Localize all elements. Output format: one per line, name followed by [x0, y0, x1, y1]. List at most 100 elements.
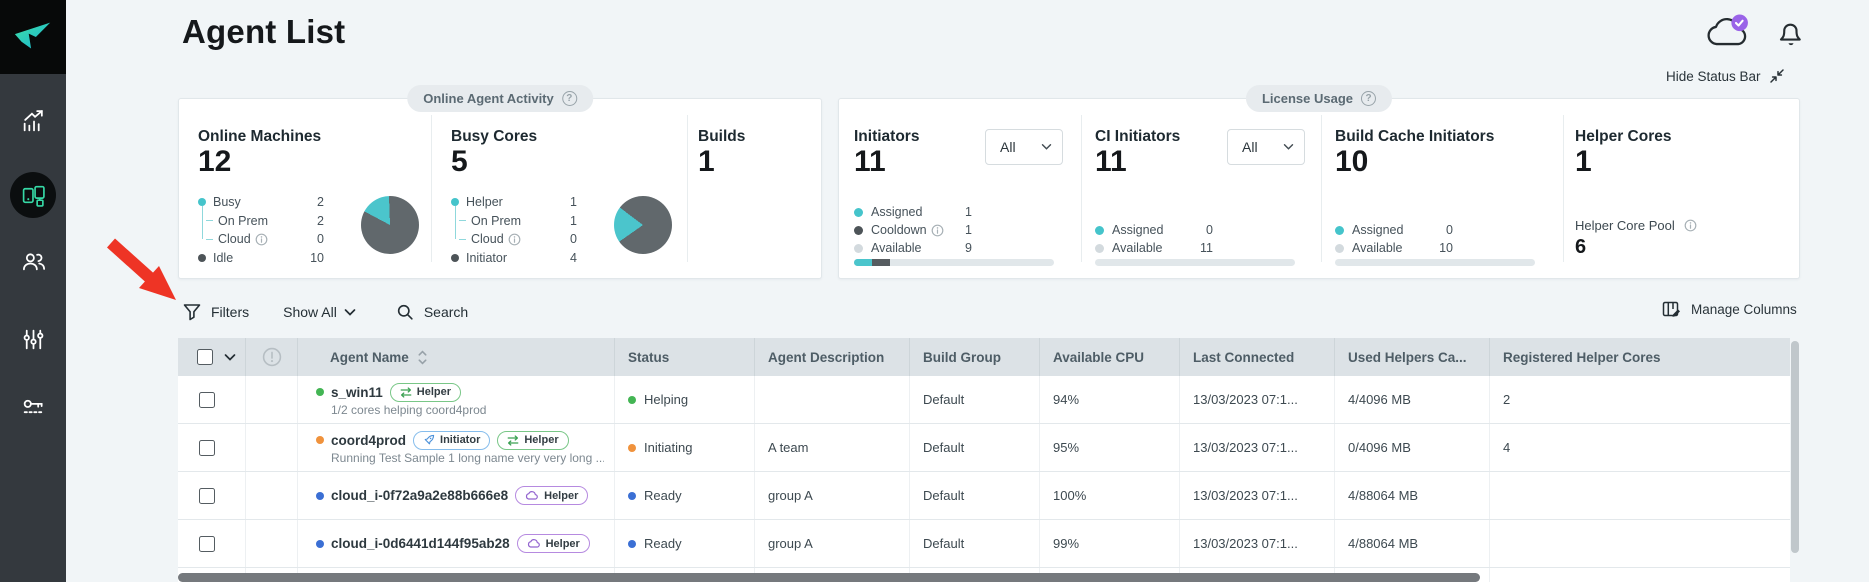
rocket-icon — [424, 434, 435, 445]
initiators-filter-select[interactable]: All — [985, 129, 1063, 165]
online-machines-value: 12 — [198, 145, 232, 178]
agent-name: cloud_i-0d6441d144f95ab28 — [331, 536, 510, 551]
legend-row-initiator: Initiator 4 — [451, 249, 577, 268]
filter-funnel-icon — [183, 304, 201, 321]
search-input[interactable]: Search — [396, 303, 468, 322]
header-alerts — [246, 338, 298, 376]
status-dot — [628, 443, 636, 452]
header-agent-name[interactable]: Agent Name — [298, 338, 615, 376]
header-used-helpers[interactable]: Used Helpers Ca... — [1335, 338, 1490, 376]
brand-logo-icon — [14, 22, 51, 49]
info-icon[interactable] — [931, 224, 944, 237]
dark-dot — [451, 253, 459, 262]
legend-tick — [206, 220, 213, 222]
helper-core-pool-value: 6 — [1575, 236, 1587, 258]
legend-row-on-prem: On Prem 2 — [198, 212, 324, 231]
helper-cores-value: 1 — [1575, 145, 1592, 178]
chevron-down-icon — [344, 308, 356, 316]
row-alert-cell — [246, 472, 298, 519]
notifications-button[interactable] — [1776, 16, 1806, 53]
agent-subtitle: 1/2 cores helping coord4prod — [331, 402, 487, 417]
available-cpu-cell: 95% — [1040, 424, 1180, 471]
sidebar-item-dashboard[interactable] — [0, 109, 66, 134]
show-all-dropdown[interactable]: Show All — [283, 304, 356, 320]
exchange-icon — [400, 386, 412, 398]
header-status[interactable]: Status — [615, 338, 755, 376]
legend-row-assigned: Assigned 1 — [854, 203, 972, 221]
header-last-connected[interactable]: Last Connected — [1180, 338, 1335, 376]
vertical-scrollbar-thumb[interactable] — [1791, 341, 1799, 553]
info-icon[interactable] — [255, 233, 268, 246]
table-toolbar: Filters Show All Search — [182, 298, 468, 326]
available-cpu-cell: 100% — [1040, 472, 1180, 519]
help-icon[interactable]: ? — [561, 91, 577, 106]
agent-name: cloud_i-0f72a9a2e88b666e8 — [331, 488, 509, 503]
legend-row-busy: Busy 2 — [198, 193, 324, 212]
card-divider — [431, 115, 432, 262]
light-dot — [854, 243, 863, 253]
sort-icon[interactable] — [417, 349, 428, 365]
row-checkbox[interactable] — [199, 439, 215, 456]
description-cell: group A — [755, 520, 910, 567]
busy-cores-pie-chart — [614, 196, 672, 254]
users-icon — [22, 253, 45, 271]
hide-status-bar-button[interactable]: Hide Status Bar — [1666, 68, 1785, 84]
busy-cores-legend: Helper 1 On Prem 1 Cloud 0 Initiator 4 — [451, 193, 577, 267]
initiator-badge: Initiator — [413, 430, 491, 450]
ci-initiators-title: CI Initiators — [1095, 128, 1181, 145]
online-agent-activity-label: Online Agent Activity — [423, 91, 554, 106]
select-all-checkbox[interactable] — [197, 349, 213, 365]
status-cell: Ready — [615, 472, 755, 519]
agent-status-dot — [316, 539, 324, 548]
license-usage-pill: License Usage ? — [1245, 85, 1393, 112]
cloud-status-button[interactable] — [1704, 13, 1750, 56]
manage-columns-button[interactable]: Manage Columns — [1662, 300, 1797, 319]
info-icon[interactable] — [508, 233, 521, 246]
agent-name-cell: coord4prod Initiator Helper Running Test… — [298, 424, 615, 471]
ci-initiators-value: 11 — [1095, 145, 1127, 178]
header-registered-cores[interactable]: Registered Helper Cores — [1503, 349, 1661, 365]
row-checkbox[interactable] — [199, 487, 215, 504]
header-description[interactable]: Agent Description — [755, 338, 910, 376]
build-group-cell: Default — [910, 520, 1040, 567]
alert-circle-icon — [262, 347, 281, 367]
header-build-group[interactable]: Build Group — [910, 338, 1040, 376]
sidebar-item-license[interactable] — [0, 395, 66, 420]
search-icon — [397, 304, 413, 320]
key-icon — [23, 399, 43, 414]
table-row[interactable]: cloud_i-0f72a9a2e88b666e8 Helper Ready g… — [178, 472, 1790, 520]
filters-button[interactable]: Filters — [182, 302, 249, 322]
horizontal-scrollbar-thumb[interactable] — [178, 573, 1480, 582]
help-icon[interactable]: ? — [1361, 91, 1377, 106]
light-dot — [1335, 243, 1344, 253]
status-cell: Helping — [615, 376, 755, 423]
app-logo[interactable] — [0, 0, 66, 74]
sidebar-item-agents-selected[interactable] — [10, 172, 56, 218]
chevron-down-icon — [1283, 144, 1294, 150]
chevron-down-icon[interactable] — [224, 353, 236, 362]
sidebar-item-users[interactable] — [0, 249, 66, 274]
cloud-icon — [526, 491, 538, 500]
legend-row-available: Available 10 — [1335, 239, 1453, 257]
table-row[interactable]: coord4prod Initiator Helper Running Test… — [178, 424, 1790, 472]
last-connected-cell: 13/03/2023 07:1... — [1180, 424, 1335, 471]
row-alert-cell — [246, 376, 298, 423]
row-alert-cell — [246, 520, 298, 567]
agent-status-dot — [316, 491, 324, 500]
online-agent-activity-pill: Online Agent Activity ? — [407, 85, 593, 112]
hide-status-bar-label: Hide Status Bar — [1666, 68, 1761, 84]
row-checkbox[interactable] — [199, 535, 215, 552]
used-helpers-cell: 4/88064 MB — [1335, 520, 1490, 567]
header-available-cpu[interactable]: Available CPU — [1040, 338, 1180, 376]
info-icon[interactable] — [1684, 219, 1697, 232]
initiators-usage-bar — [854, 259, 1054, 266]
builds-value: 1 — [698, 145, 715, 178]
row-checkbox[interactable] — [199, 391, 215, 408]
sliders-icon — [23, 329, 43, 350]
table-row[interactable]: cloud_i-0d6441d144f95ab28 Helper Ready g… — [178, 520, 1790, 568]
table-row[interactable]: s_win11 Helper 1/2 cores helping coord4p… — [178, 376, 1790, 424]
legend-row-assigned: Assigned 0 — [1095, 221, 1213, 239]
ci-initiators-filter-select[interactable]: All — [1227, 129, 1305, 165]
sidebar-item-settings[interactable] — [0, 327, 66, 352]
dark-dot — [198, 253, 206, 262]
